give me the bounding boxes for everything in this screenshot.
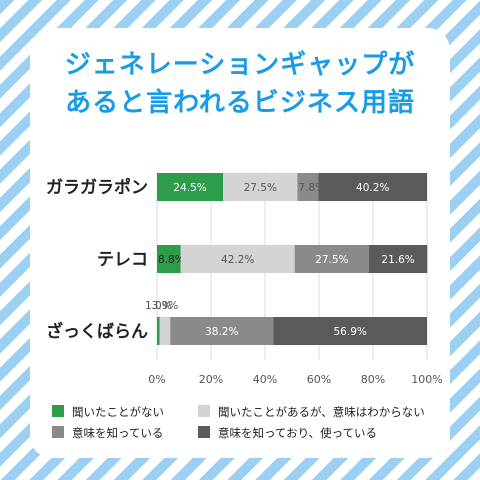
bar-segment: [318, 173, 427, 201]
x-tick-label: 100%: [411, 373, 442, 386]
data-label: 24.5%: [173, 182, 206, 194]
bar-segment: [294, 245, 369, 273]
legend-swatch: [52, 426, 64, 438]
legend-label: 意味を知っており、使っている: [218, 426, 378, 440]
bar-segment: [157, 317, 160, 345]
category-label: テレコ: [97, 250, 148, 270]
data-label: 7.8%: [298, 182, 325, 194]
legend-label: 意味を知っている: [72, 426, 164, 440]
data-label: 42.2%: [221, 254, 254, 266]
chart-title-line-1: ジェネレーションギャップが: [64, 50, 416, 80]
legend-swatch: [198, 405, 210, 417]
data-label: 8.8%: [158, 254, 185, 266]
x-tick-label: 80%: [361, 373, 385, 386]
chart-title-line-2: あると言われるビジネス用語: [65, 88, 415, 118]
x-tick-label: 40%: [253, 373, 277, 386]
chart-card: [30, 28, 450, 458]
data-label: 40.2%: [356, 182, 389, 194]
legend-swatch: [198, 426, 210, 438]
bar-segment: [368, 245, 428, 273]
category-label: ガラガラポン: [46, 177, 148, 198]
category-label: ざっくばらん: [46, 321, 148, 342]
data-label: 3.9%: [152, 300, 179, 312]
data-label: 27.5%: [244, 182, 277, 194]
data-label: 1.0%: [145, 300, 172, 312]
legend-label: 聞いたことがない: [72, 405, 164, 419]
data-label: 27.5%: [315, 254, 348, 266]
bar-segment: [159, 317, 171, 345]
x-tick-label: 20%: [199, 373, 223, 386]
bar-segment: [157, 245, 181, 273]
legend-swatch: [52, 405, 64, 417]
data-label: 21.6%: [381, 254, 414, 266]
bar-segment: [170, 317, 274, 345]
bar-segment: [273, 317, 427, 345]
data-label: 38.2%: [205, 326, 238, 338]
bar-segment: [180, 245, 295, 273]
data-label: 56.9%: [334, 326, 367, 338]
bar-segment: [297, 173, 319, 201]
bar-segment: [223, 173, 298, 201]
legend-label: 聞いたことがあるが、意味はわからない: [218, 405, 425, 419]
x-tick-label: 60%: [307, 373, 331, 386]
bar-segment: [157, 173, 224, 201]
x-tick-label: 0%: [148, 373, 165, 386]
